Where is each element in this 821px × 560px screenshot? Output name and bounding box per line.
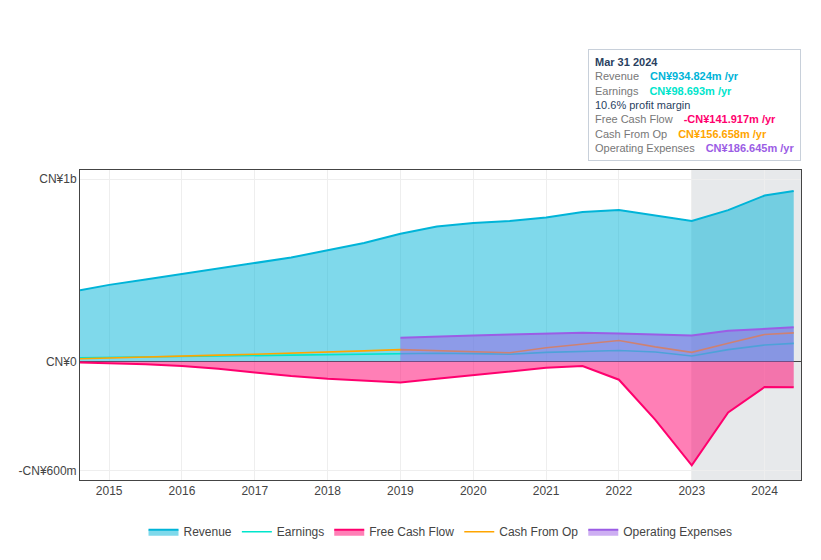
svg-text:Earnings: Earnings [277,525,324,539]
svg-text:2024: 2024 [751,484,778,498]
svg-text:Operating Expenses: Operating Expenses [623,525,732,539]
svg-text:2019: 2019 [387,484,414,498]
svg-text:CN¥0: CN¥0 [46,355,77,369]
svg-text:2022: 2022 [606,484,633,498]
svg-text:Revenue: Revenue [184,525,232,539]
svg-text:2023: 2023 [678,484,705,498]
svg-text:Free Cash Flow: Free Cash Flow [369,525,454,539]
svg-text:CN¥1b: CN¥1b [39,172,77,186]
svg-text:2016: 2016 [169,484,196,498]
svg-text:Mar 31 2024Revenue CN¥934.824m: Mar 31 2024Revenue CN¥934.824m /yrEarnin… [595,56,794,154]
svg-text:2020: 2020 [460,484,487,498]
svg-text:Cash From Op: Cash From Op [499,525,578,539]
svg-text:2015: 2015 [96,484,123,498]
svg-text:2017: 2017 [241,484,268,498]
svg-text:-CN¥600m: -CN¥600m [19,464,77,478]
svg-text:2021: 2021 [533,484,560,498]
svg-text:2018: 2018 [314,484,341,498]
